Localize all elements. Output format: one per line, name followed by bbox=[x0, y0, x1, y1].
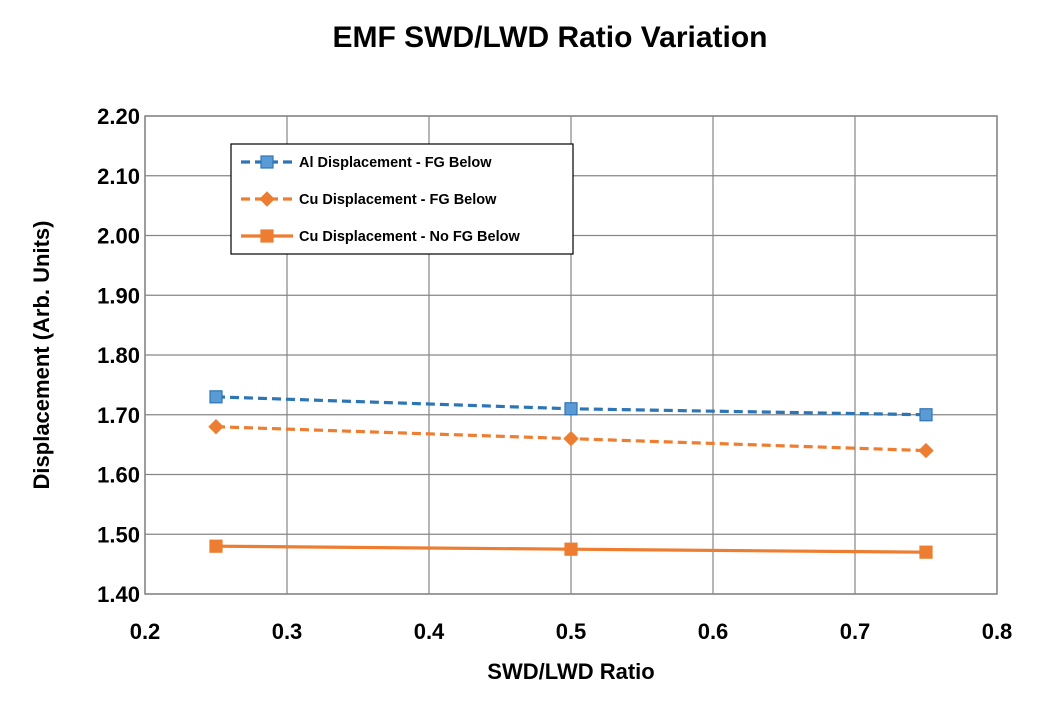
legend-label: Cu Displacement - No FG Below bbox=[299, 229, 520, 245]
x-axis-title: SWD/LWD Ratio bbox=[487, 659, 654, 684]
legend: Al Displacement - FG Below Cu Displacemen… bbox=[230, 143, 574, 255]
y-axis-tick-labels: 1.40 1.50 1.60 1.70 1.80 1.90 2.00 2.10 2.20 bbox=[97, 104, 140, 607]
data-point bbox=[209, 539, 223, 553]
x-tick-label: 0.4 bbox=[414, 619, 445, 644]
y-tick-label: 1.60 bbox=[97, 463, 140, 488]
legend-item-1: Al Displacement - FG Below bbox=[241, 155, 492, 171]
legend-label: Cu Displacement - FG Below bbox=[299, 192, 497, 208]
y-tick-label: 1.90 bbox=[97, 283, 140, 308]
x-axis-tick-labels: 0.2 0.3 0.4 0.5 0.6 0.7 0.8 bbox=[130, 619, 1013, 644]
y-tick-label: 1.40 bbox=[97, 582, 140, 607]
legend-items: Al Displacement - FG Below Cu Displacemen… bbox=[241, 155, 520, 245]
legend-swatch-marker bbox=[259, 191, 275, 207]
data-point bbox=[209, 390, 223, 404]
chart-title: EMF SWD/LWD Ratio Variation bbox=[332, 21, 767, 54]
y-axis-title: Displacement (Arb. Units) bbox=[29, 221, 54, 490]
legend-swatch-marker bbox=[260, 229, 274, 243]
x-tick-label: 0.6 bbox=[698, 619, 729, 644]
x-tick-label: 0.2 bbox=[130, 619, 161, 644]
data-point bbox=[918, 442, 934, 459]
data-point bbox=[563, 430, 579, 447]
y-tick-label: 2.20 bbox=[97, 104, 140, 129]
x-tick-label: 0.5 bbox=[556, 619, 587, 644]
legend-label: Al Displacement - FG Below bbox=[299, 155, 492, 171]
data-point bbox=[564, 402, 578, 416]
y-tick-label: 1.70 bbox=[97, 403, 140, 428]
series-3 bbox=[209, 539, 933, 559]
series-group bbox=[208, 390, 934, 559]
x-tick-label: 0.8 bbox=[982, 619, 1013, 644]
x-tick-label: 0.7 bbox=[840, 619, 871, 644]
y-tick-label: 1.50 bbox=[97, 522, 140, 547]
data-point bbox=[919, 408, 933, 422]
y-tick-label: 2.00 bbox=[97, 224, 140, 249]
data-point bbox=[208, 418, 224, 435]
legend-swatch-marker bbox=[260, 155, 274, 169]
plot-area-frame bbox=[144, 115, 998, 595]
x-tick-label: 0.3 bbox=[272, 619, 303, 644]
y-tick-label: 1.80 bbox=[97, 343, 140, 368]
series-1 bbox=[209, 390, 933, 422]
data-point bbox=[564, 542, 578, 556]
legend-item-2: Cu Displacement - FG Below bbox=[241, 191, 497, 208]
data-point bbox=[919, 545, 933, 559]
series-2 bbox=[208, 418, 934, 459]
legend-item-3: Cu Displacement - No FG Below bbox=[241, 229, 520, 245]
y-tick-label: 2.10 bbox=[97, 164, 140, 189]
